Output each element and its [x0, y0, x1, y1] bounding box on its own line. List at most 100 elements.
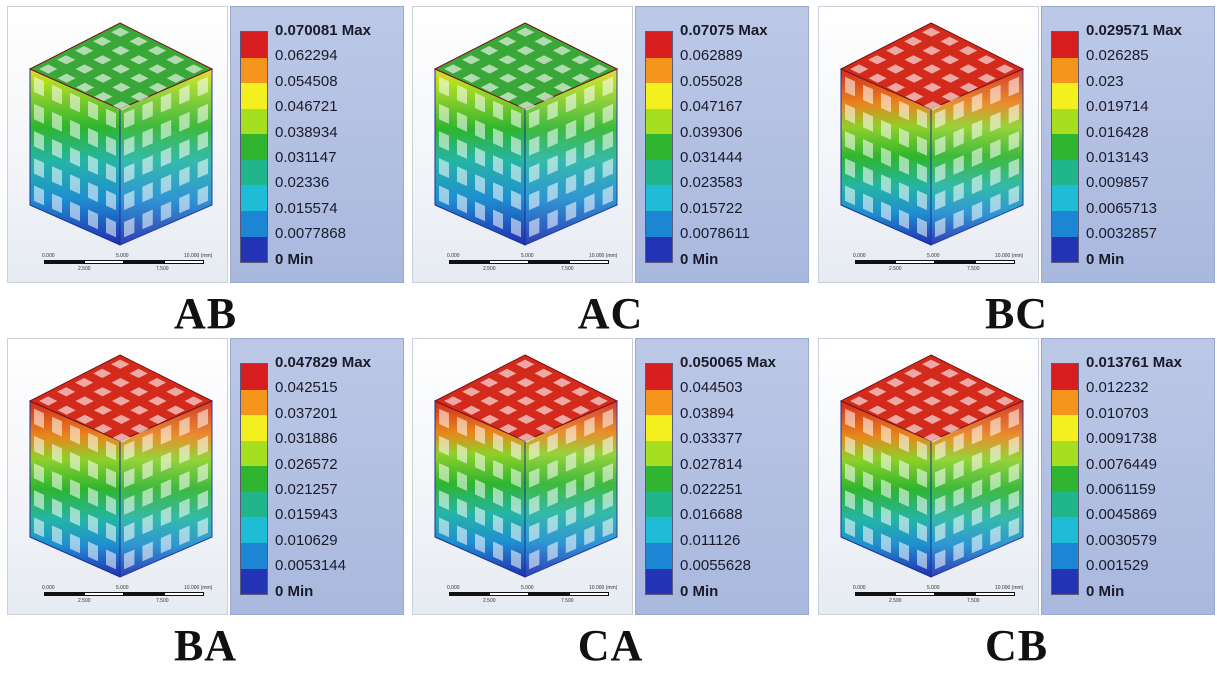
lattice-cell: [462, 387, 481, 397]
lattice-cube: [28, 354, 214, 578]
result-panel-bc: 0.000 5.000 10.000 (mm) 2.500 7.500 0.02…: [818, 6, 1215, 341]
lattice-cell: [529, 495, 540, 515]
lattice-cell: [34, 435, 44, 456]
lattice-cell: [511, 440, 521, 461]
lattice-cell: [529, 108, 540, 129]
lattice-cell: [106, 495, 116, 515]
lattice-cell: [57, 55, 76, 65]
scale-bar-segment: [449, 592, 489, 596]
lattice-cell: [439, 408, 449, 429]
lattice-cell: [160, 119, 172, 140]
lattice-cell: [439, 517, 449, 538]
legend-tick-label: 0.026572: [275, 455, 338, 473]
lattice-cell: [493, 432, 503, 453]
lattice-cell: [160, 506, 172, 527]
lattice-cell: [439, 490, 449, 511]
lattice-cell: [106, 108, 116, 129]
lattice-cell: [493, 541, 503, 562]
legend-max-label: 0.013761 Max: [1086, 354, 1182, 371]
lattice-cell: [940, 368, 959, 378]
legend-tick-label: 0.0061159: [1086, 481, 1156, 498]
lattice-cell: [70, 533, 80, 554]
legend-tick-label: 0.015574: [275, 199, 338, 217]
model-view: 0.000 5.000 10.000 (mm) 2.500 7.500: [7, 338, 228, 615]
lattice-cell: [75, 82, 95, 92]
lattice-cell: [160, 479, 172, 499]
lattice-cell: [886, 64, 905, 74]
scale-bar-segment: [84, 592, 124, 596]
lattice-cell: [75, 396, 94, 406]
scale-label: 5.000: [116, 253, 129, 259]
lattice-cell: [547, 127, 558, 148]
lattice-cell: [112, 433, 131, 443]
legend-tick-label: 0.009857: [1086, 174, 1149, 192]
scale-label: 2.500: [889, 266, 902, 272]
scale-label: 7.500: [967, 598, 980, 604]
lattice-cell: [881, 119, 891, 140]
lattice-cell: [886, 378, 905, 388]
lattice-cell: [899, 487, 909, 507]
lattice-cell: [953, 100, 964, 121]
lattice-cell: [571, 55, 590, 65]
legend-tick-label: 0.0055628: [680, 557, 751, 575]
scale-bar-segment: [935, 592, 975, 596]
color-bar-segment: [646, 83, 672, 109]
scale-bar-segment: [855, 260, 895, 264]
lattice-cell: [935, 190, 946, 211]
lattice-cell: [179, 166, 190, 187]
scale-label: 0.000: [42, 585, 55, 591]
lattice-cell: [899, 459, 909, 480]
legend-tick-label: 0.0053144: [275, 557, 346, 575]
color-bar-segment: [1052, 134, 1078, 160]
scale-label: 10.000 (mm): [184, 253, 213, 259]
lattice-cell: [935, 217, 946, 238]
lattice-cell: [959, 64, 978, 74]
lattice-cell: [953, 459, 964, 480]
lattice-cell: [845, 76, 855, 97]
lattice-cell: [439, 76, 449, 97]
lattice-cell: [953, 432, 964, 453]
lattice-cell: [499, 424, 518, 434]
lattice-cell: [953, 514, 964, 535]
lattice-cell: [602, 463, 613, 483]
legend-tick-label: 0.031444: [680, 149, 743, 166]
lattice-cell: [971, 533, 983, 554]
scale-label: 7.500: [156, 266, 169, 272]
color-bar-segment: [241, 415, 267, 441]
legend-max-label: 0.070081 Max: [275, 22, 371, 39]
lattice-cell: [547, 432, 558, 453]
lattice-cell: [863, 525, 873, 546]
lattice-cell: [57, 73, 76, 83]
lattice-cell: [475, 479, 485, 499]
color-bar-segment: [241, 517, 267, 543]
scale-bar-segment: [164, 592, 204, 596]
lattice-cell: [881, 92, 891, 113]
lattice-cell: [88, 100, 98, 121]
lattice-cell: [160, 533, 172, 554]
lattice-cell: [124, 190, 135, 211]
lattice-cell: [88, 209, 98, 230]
lattice-cell: [584, 193, 595, 214]
legend-tick-label: 0.023: [1086, 72, 1124, 90]
lattice-cell: [534, 36, 553, 46]
lattice-cell: [845, 158, 855, 179]
legend-tick-label: 0.046721: [275, 98, 338, 116]
lattice-cube: [433, 354, 619, 578]
color-bar-segment: [646, 568, 672, 595]
legend-tick-label: 0.02336: [275, 174, 330, 192]
lattice-cell: [977, 73, 996, 83]
lattice-cell: [166, 73, 185, 83]
scale-label: 10.000 (mm): [184, 585, 213, 591]
lattice-cell: [142, 514, 153, 535]
scale-label: 7.500: [967, 266, 980, 272]
lattice-cell: [917, 440, 927, 461]
lattice-cell: [899, 182, 909, 203]
lattice-cell: [990, 111, 1001, 132]
legend-tick-label: 0.016428: [1086, 123, 1149, 141]
lattice-cell: [535, 92, 554, 102]
lattice-cell: [899, 541, 909, 562]
color-legend: 0.070081 Max 0.062294 0.054508 0.046721 0.03…: [230, 6, 404, 283]
color-legend: 0.047829 Max 0.042515 0.037201 0.031886 0.02…: [230, 338, 404, 615]
lattice-cell: [124, 440, 135, 461]
scale-bar-segment: [855, 592, 895, 596]
